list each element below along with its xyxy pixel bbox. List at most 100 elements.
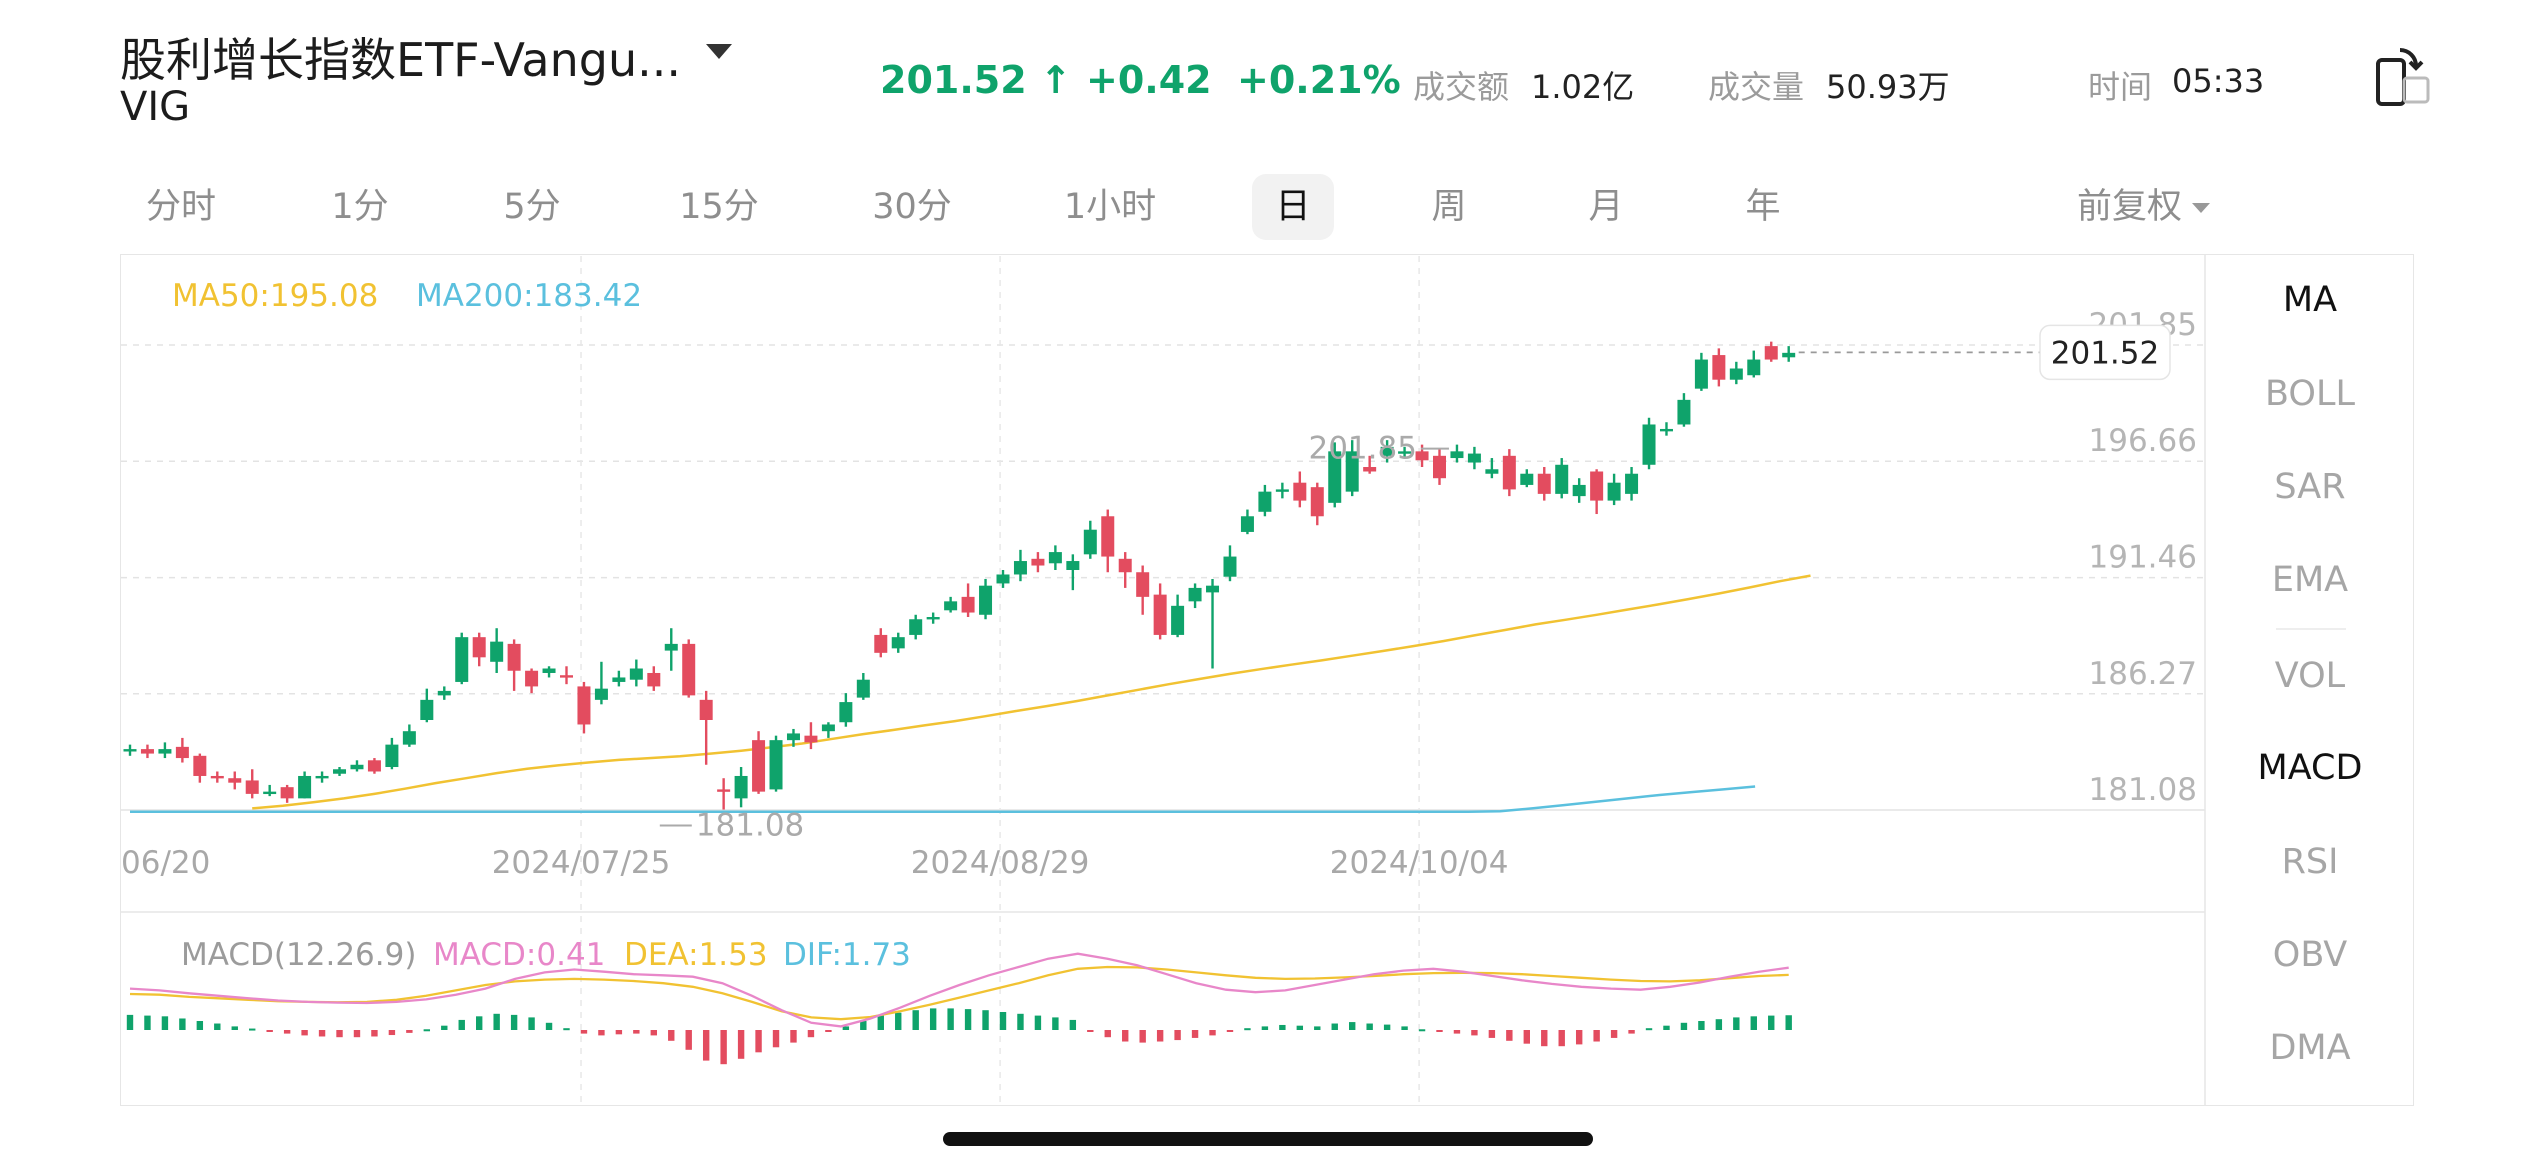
macd-histogram-bar xyxy=(545,1022,553,1030)
candle xyxy=(1467,446,1481,470)
candle xyxy=(1677,393,1691,427)
candle xyxy=(664,628,678,671)
indicator-macd[interactable]: MACD xyxy=(2257,748,2363,788)
macd-histogram-bar xyxy=(1226,1030,1234,1032)
candle-body xyxy=(1433,455,1446,479)
tab-15min[interactable]: 15分 xyxy=(679,187,759,227)
macd-histogram-bar xyxy=(563,1028,570,1031)
macd-histogram-bar xyxy=(1401,1026,1408,1030)
candle-body xyxy=(402,731,416,745)
macd-histogram-bar xyxy=(528,1017,535,1030)
indicator-obv[interactable]: OBV xyxy=(2272,935,2348,975)
candle xyxy=(1433,449,1446,485)
candle xyxy=(228,771,242,790)
tab-monthly[interactable]: 月 xyxy=(1588,187,1624,227)
candle xyxy=(769,735,783,792)
indicator-vol[interactable]: VOL xyxy=(2274,656,2346,696)
dea-line xyxy=(129,965,1789,1021)
candle xyxy=(1782,346,1796,362)
candle xyxy=(612,670,626,687)
tab-yearly[interactable]: 年 xyxy=(1745,187,1781,227)
candle xyxy=(786,728,800,747)
candle-body xyxy=(839,702,853,723)
macd-histogram-bar xyxy=(1541,1030,1548,1047)
candle xyxy=(1206,578,1220,669)
macd-histogram-bar xyxy=(1331,1023,1338,1030)
candle-body xyxy=(1642,424,1656,465)
tab-daily[interactable]: 日 xyxy=(1252,174,1334,240)
macd-histogram-bar xyxy=(999,1012,1007,1030)
macd-histogram-bar xyxy=(1680,1022,1688,1030)
macd-histogram-bar xyxy=(755,1030,762,1053)
candle-body xyxy=(821,724,835,732)
macd-histogram-bar xyxy=(772,1030,780,1048)
candle-body xyxy=(350,764,364,770)
candle xyxy=(455,632,469,685)
indicator-sar[interactable]: SAR xyxy=(2274,467,2346,507)
macd-histogram-bar xyxy=(1558,1030,1565,1047)
macd-histogram-bar xyxy=(929,1008,937,1030)
tab-30min[interactable]: 30分 xyxy=(872,187,952,227)
candle xyxy=(1694,352,1708,391)
security-title[interactable]: 股利增长指数ETF-Vangu... xyxy=(120,33,681,87)
current-price-tag xyxy=(2039,324,2171,381)
price-adjust-select[interactable]: 前复权 xyxy=(2077,182,2211,232)
home-indicator xyxy=(943,1132,1593,1146)
candle xyxy=(1729,361,1743,385)
volume-label: 成交量 xyxy=(1708,68,1805,106)
candle xyxy=(1555,458,1569,499)
candle-body xyxy=(1590,471,1604,501)
indicator-dma[interactable]: DMA xyxy=(2269,1028,2351,1068)
candle-body xyxy=(228,778,242,783)
candle-body xyxy=(577,686,591,725)
tab-1min[interactable]: 1分 xyxy=(331,187,389,227)
candle-body xyxy=(1206,585,1220,593)
tab-weekly[interactable]: 周 xyxy=(1431,187,1467,227)
macd-histogram-bar xyxy=(476,1016,483,1030)
candle-body xyxy=(1694,359,1708,389)
candle xyxy=(1293,471,1307,508)
candle-body xyxy=(1188,587,1202,602)
macd-histogram-bar xyxy=(947,1008,954,1030)
macd-histogram-bar xyxy=(283,1030,291,1034)
indicator-ma[interactable]: MA xyxy=(2282,280,2338,320)
macd-histogram-bar xyxy=(423,1029,431,1032)
rotate-screen-icon[interactable] xyxy=(2374,46,2434,110)
candle-body xyxy=(1502,455,1516,490)
candle xyxy=(298,771,312,799)
candle xyxy=(1066,554,1080,591)
tab-1hour[interactable]: 1小时 xyxy=(1063,187,1157,227)
candle-body xyxy=(891,637,905,649)
candle-body xyxy=(1625,473,1639,494)
candle-body xyxy=(1398,451,1412,454)
candle-body xyxy=(1450,451,1464,459)
candle xyxy=(420,688,434,723)
time-label: 时间 xyxy=(2088,68,2153,106)
ma200-line xyxy=(130,785,1756,814)
candle xyxy=(979,578,993,620)
candle-body xyxy=(1677,399,1691,425)
candle xyxy=(1258,484,1272,517)
candle-body xyxy=(1345,451,1359,492)
candle xyxy=(926,612,940,624)
candle xyxy=(280,784,294,803)
candle xyxy=(210,771,224,783)
macd-histogram-bar xyxy=(441,1025,448,1030)
tab-timeshare[interactable]: 分时 xyxy=(145,187,216,227)
title-dropdown-icon[interactable] xyxy=(706,44,732,59)
indicator-ema[interactable]: EMA xyxy=(2271,560,2349,600)
macd-histogram-bar xyxy=(336,1030,343,1038)
dea-legend-value: DEA:1.53 xyxy=(624,937,768,973)
indicator-rsi[interactable]: RSI xyxy=(2281,842,2339,882)
candle xyxy=(577,681,591,734)
candle-body xyxy=(420,699,434,720)
indicator-boll[interactable]: BOLL xyxy=(2265,374,2355,414)
candle xyxy=(1398,446,1412,459)
x-axis-tick-label: 2024/10/04 xyxy=(1330,845,1509,881)
macd-histogram-bar xyxy=(161,1016,169,1030)
ticker-symbol: VIG xyxy=(120,84,191,130)
candle-body xyxy=(333,769,347,774)
candle xyxy=(1607,473,1621,506)
tab-5min[interactable]: 5分 xyxy=(503,187,561,227)
